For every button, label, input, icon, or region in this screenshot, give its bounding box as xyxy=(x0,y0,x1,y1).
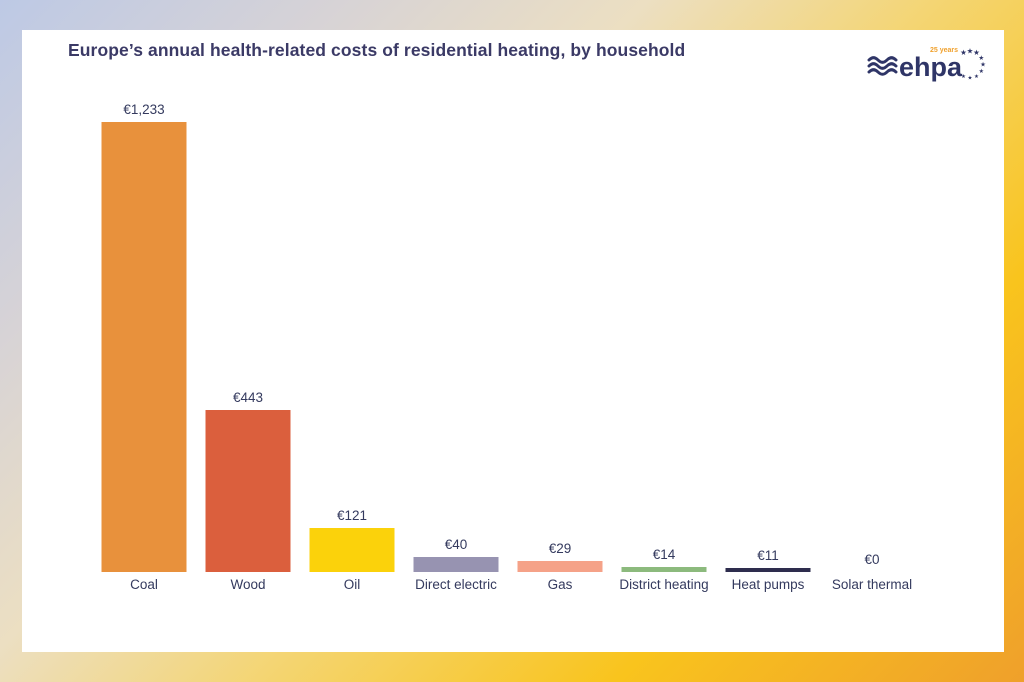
x-axis-label: District heating xyxy=(619,577,709,592)
x-axis-label: Wood xyxy=(230,577,266,592)
chart-title: Europe’s annual health-related costs of … xyxy=(68,40,686,60)
bar-slot: €0 xyxy=(820,30,924,572)
anniversary-label: 25 years xyxy=(930,47,958,54)
bar-slot: €121 xyxy=(300,30,404,572)
eu-stars-icon: ★ ★ ★ ★ ★ ★ ★ ★ ★ xyxy=(960,47,986,82)
bar-value-label: €1,233 xyxy=(123,102,165,117)
svg-text:★: ★ xyxy=(968,75,973,82)
ehpa-wordmark: ehpa xyxy=(899,52,963,82)
bar-chart: €1,233 €443 €121 €40 €29 €14 €11 €0 xyxy=(92,30,924,572)
bar-slot: €40 xyxy=(404,30,508,572)
bar-slot: €11 xyxy=(716,30,820,572)
ehpa-logo: ehpa 25 years ★ ★ ★ ★ ★ ★ ★ ★ ★ xyxy=(866,40,990,90)
svg-text:★: ★ xyxy=(960,48,967,57)
ehpa-logo-graphic: ehpa 25 years ★ ★ ★ ★ ★ ★ ★ ★ ★ xyxy=(867,47,986,82)
bar xyxy=(413,557,499,572)
bar-slot: €1,233 xyxy=(92,30,196,572)
bar-value-label: €121 xyxy=(336,507,368,523)
svg-text:★: ★ xyxy=(978,54,984,62)
bar-value-label: €14 xyxy=(652,546,676,562)
bar-value-label: €0 xyxy=(864,552,880,567)
bar xyxy=(621,566,707,572)
bar-slot: €14 xyxy=(612,30,716,572)
svg-text:★: ★ xyxy=(974,73,979,80)
x-axis-label: Solar thermal xyxy=(831,577,913,592)
bar-slot: €443 xyxy=(196,30,300,572)
bar xyxy=(205,410,291,572)
svg-text:★: ★ xyxy=(973,48,980,57)
svg-text:★: ★ xyxy=(967,47,974,56)
svg-text:★: ★ xyxy=(980,61,986,69)
bar-value-label: €443 xyxy=(232,390,264,406)
x-axis-label: Direct electric xyxy=(415,577,497,592)
x-axis-label: Gas xyxy=(547,577,573,592)
bar xyxy=(517,561,603,572)
x-axis-label: Oil xyxy=(343,577,361,592)
bar-slot: €29 xyxy=(508,30,612,572)
x-axis-label: Coal xyxy=(130,577,158,592)
bar xyxy=(101,122,187,572)
bar xyxy=(309,527,395,572)
bar-value-label: €29 xyxy=(548,541,572,557)
x-axis-labels: Coal Wood Oil Direct electric Gas District he… xyxy=(92,577,924,592)
bar-value-label: €40 xyxy=(444,537,468,553)
x-axis-label: Heat pumps xyxy=(731,577,805,592)
waves-icon xyxy=(867,56,898,76)
chart-panel: Europe’s annual health-related costs of … xyxy=(22,30,1004,652)
bar-value-label: €11 xyxy=(757,548,779,563)
bar xyxy=(725,568,811,572)
svg-text:★: ★ xyxy=(961,73,966,80)
svg-text:★: ★ xyxy=(979,68,984,75)
